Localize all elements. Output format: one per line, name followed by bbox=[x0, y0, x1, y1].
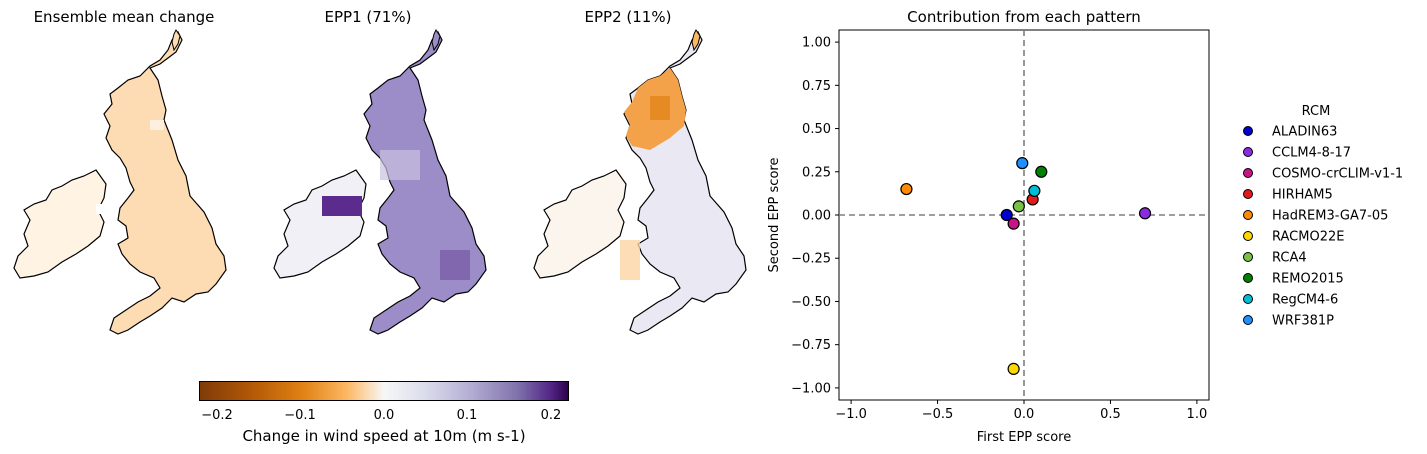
legend-entry: REMO2015 bbox=[1272, 272, 1344, 287]
legend-marker bbox=[1243, 231, 1253, 241]
data-point-remo2015 bbox=[1035, 165, 1048, 178]
data-point-cosmo-crclim-v1-1 bbox=[1007, 217, 1020, 230]
y-axis-label: Second EPP score bbox=[767, 158, 782, 273]
map-ensemble-mean bbox=[13, 29, 227, 335]
legend-entry: WRF381P bbox=[1272, 314, 1334, 329]
colorbar-tick: 0.2 bbox=[540, 408, 562, 423]
data-point-cclm4-8-17 bbox=[1138, 207, 1152, 220]
colorbar-tick: −0.2 bbox=[201, 408, 233, 423]
x-tick-label: −0.5 bbox=[922, 407, 954, 422]
legend-marker bbox=[1243, 210, 1253, 220]
y-tick-label: −0.50 bbox=[791, 295, 831, 310]
legend-marker bbox=[1243, 252, 1253, 262]
colorbar-label: Change in wind speed at 10m (m s-1) bbox=[242, 427, 526, 445]
y-tick-label: 1.00 bbox=[802, 36, 831, 51]
legend-entry: RegCM4-6 bbox=[1272, 293, 1338, 308]
scatter-chart: Contribution from each pattern −1.0 −0.5 0… bbox=[767, 8, 1403, 445]
y-tick-label: 0.25 bbox=[802, 165, 831, 180]
y-tick-label: −1.00 bbox=[791, 381, 831, 396]
legend-marker bbox=[1243, 168, 1253, 178]
y-tick-label: −0.25 bbox=[791, 252, 831, 267]
legend-title: RCM bbox=[1302, 104, 1331, 119]
colorbar-tick: 0.1 bbox=[456, 408, 478, 423]
data-point-aladin63 bbox=[1000, 208, 1013, 222]
legend-marker bbox=[1243, 126, 1253, 136]
legend-entry: HadREM3-GA7-05 bbox=[1272, 209, 1388, 224]
y-tick-label: 0.75 bbox=[802, 79, 831, 94]
y-tick-label: −0.75 bbox=[791, 338, 831, 353]
map-epp2 bbox=[533, 29, 747, 335]
map-title-epp1: EPP1 (71%) bbox=[324, 8, 412, 26]
legend-marker bbox=[1243, 315, 1253, 325]
map-title-ensemble: Ensemble mean change bbox=[33, 8, 215, 26]
legend-entry: ALADIN63 bbox=[1272, 125, 1337, 140]
map-epp1 bbox=[273, 29, 487, 335]
colorbar-tick: −0.1 bbox=[284, 408, 316, 423]
legend-entry: HIRHAM5 bbox=[1272, 188, 1333, 203]
colorbar bbox=[199, 381, 569, 401]
data-point-rca4 bbox=[1012, 200, 1025, 213]
maps-area bbox=[13, 29, 747, 335]
data-point-wrf381p bbox=[1016, 157, 1029, 170]
data-point-racmo22e bbox=[1007, 362, 1020, 375]
data-point-hadrem3-ga7-05 bbox=[900, 182, 913, 196]
legend-marker bbox=[1243, 273, 1253, 283]
y-tick-label: 0.00 bbox=[802, 209, 831, 224]
x-tick-label: 0.5 bbox=[1100, 407, 1121, 422]
x-tick-label: −1.0 bbox=[835, 407, 867, 422]
data-point-regcm4-6 bbox=[1028, 184, 1041, 197]
colorbar-tick: 0.0 bbox=[373, 408, 395, 423]
x-tick-label: 0.0 bbox=[1014, 407, 1035, 422]
y-tick-label: 0.50 bbox=[802, 122, 831, 137]
map-title-epp2: EPP2 (11%) bbox=[584, 8, 672, 26]
legend-marker bbox=[1243, 294, 1253, 304]
legend-marker bbox=[1243, 147, 1253, 157]
legend-entry: RACMO22E bbox=[1272, 230, 1344, 245]
legend-entry: CCLM4-8-17 bbox=[1272, 146, 1351, 161]
x-tick-label: 1.0 bbox=[1187, 407, 1208, 422]
chart-title: Contribution from each pattern bbox=[907, 8, 1141, 26]
legend-marker bbox=[1243, 189, 1253, 199]
legend-entry: RCA4 bbox=[1272, 251, 1307, 266]
legend-entry: COSMO-crCLIM-v1-1 bbox=[1272, 167, 1403, 182]
x-axis-label: First EPP score bbox=[977, 430, 1071, 445]
